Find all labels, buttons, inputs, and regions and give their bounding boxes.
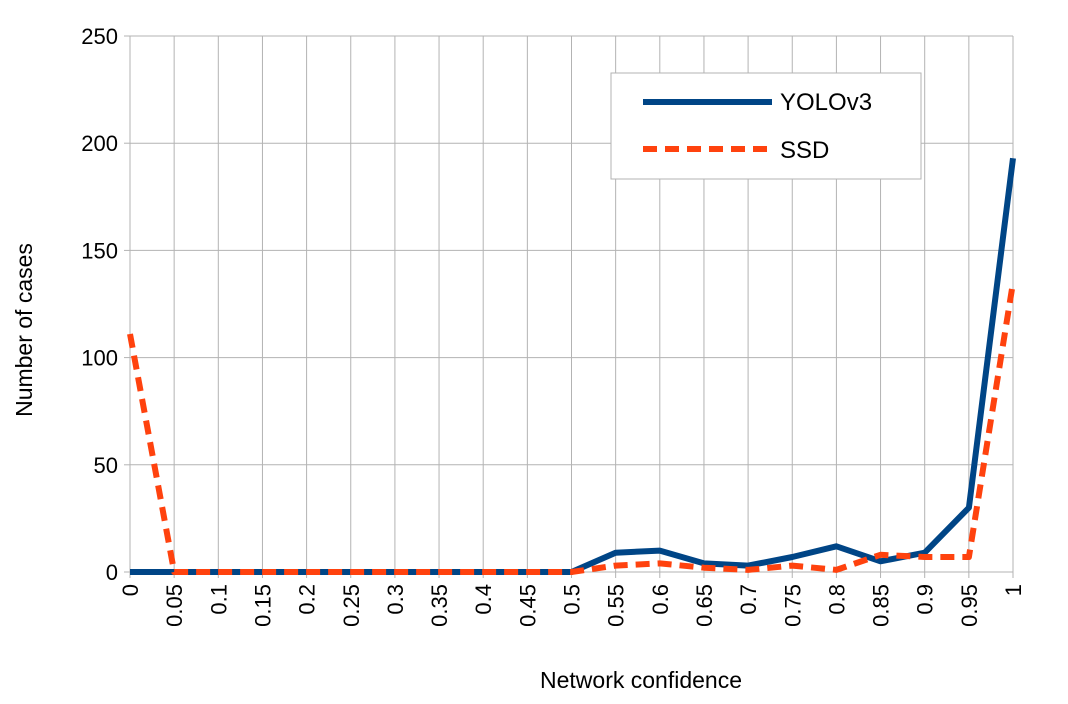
x-tick-label: 0.3 bbox=[383, 584, 408, 615]
x-tick-label: 0.15 bbox=[250, 584, 275, 627]
legend-label-yolov3: YOLOv3 bbox=[780, 89, 872, 116]
x-tick-label: 0.55 bbox=[604, 584, 629, 627]
y-tick-labels: 0 50 100 150 200 250 bbox=[81, 24, 118, 585]
x-tick-label: 0.4 bbox=[471, 584, 496, 615]
x-tick-label: 0.6 bbox=[648, 584, 673, 615]
x-tick-label: 0.65 bbox=[692, 584, 717, 627]
x-tick-label: 0.05 bbox=[162, 584, 187, 627]
x-tick-label: 0.9 bbox=[913, 584, 938, 615]
x-tick-label: 0.85 bbox=[869, 584, 894, 627]
x-tick-label: 0.1 bbox=[206, 584, 231, 615]
y-tick-label: 150 bbox=[81, 238, 118, 263]
x-tick-label: 0.8 bbox=[824, 584, 849, 615]
legend: YOLOv3 SSD bbox=[610, 72, 922, 180]
y-tick-label: 0 bbox=[106, 560, 118, 585]
legend-label-ssd: SSD bbox=[780, 137, 829, 164]
x-tick-label: 0.5 bbox=[560, 584, 585, 615]
x-tick-label: 0.35 bbox=[427, 584, 452, 627]
x-tick-label: 0.45 bbox=[515, 584, 540, 627]
x-tick-label: 0.75 bbox=[780, 584, 805, 627]
x-tick-label: 0.2 bbox=[295, 584, 320, 615]
y-axis-title: Number of cases bbox=[11, 243, 37, 417]
y-tick-label: 50 bbox=[94, 453, 118, 478]
x-tick-label: 0 bbox=[118, 584, 143, 596]
x-axis-title: Network confidence bbox=[540, 667, 742, 693]
x-tick-label: 1 bbox=[1001, 584, 1026, 596]
series-lines bbox=[127, 157, 1016, 575]
y-tick-label: 200 bbox=[81, 131, 118, 156]
y-tick-label: 250 bbox=[81, 24, 118, 49]
x-tick-label: 0.25 bbox=[339, 584, 364, 627]
x-tick-label: 0.7 bbox=[736, 584, 761, 615]
legend-box bbox=[610, 72, 922, 180]
y-tick-label: 100 bbox=[81, 346, 118, 371]
x-tick-label: 0.95 bbox=[957, 584, 982, 627]
series-line-ssd bbox=[127, 282, 1016, 575]
x-tick-labels: 0 0.05 0.1 0.15 0.2 0.25 0.3 0.35 0.4 0.45 0.5 0.55… bbox=[118, 584, 1026, 627]
